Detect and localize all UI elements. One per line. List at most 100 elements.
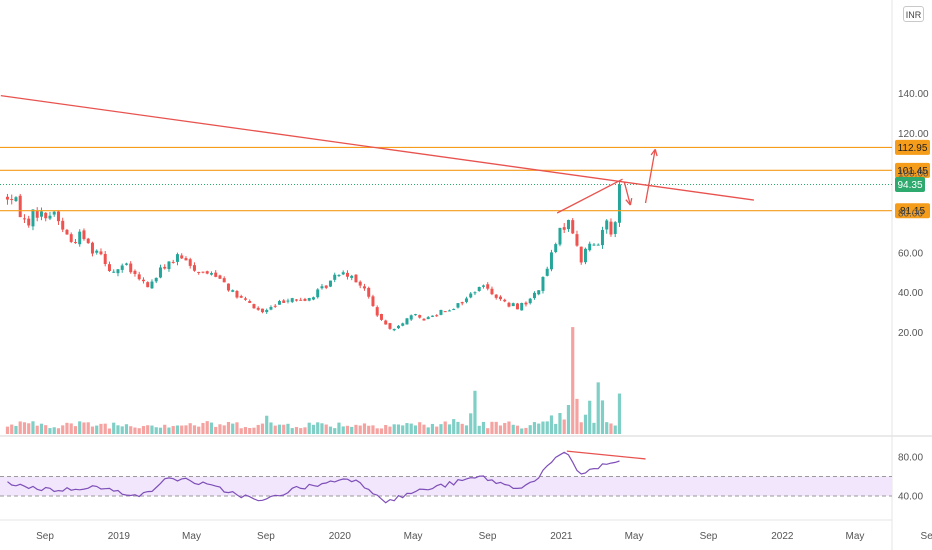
- candle-body: [120, 265, 124, 270]
- time-tick-label: Sep: [36, 531, 54, 542]
- volume-bar: [337, 422, 341, 434]
- volume-bar: [39, 423, 44, 434]
- time-tick-label: May: [182, 531, 201, 542]
- volume-bar: [375, 428, 379, 434]
- candle-body: [44, 212, 48, 219]
- volume-bar: [498, 425, 503, 434]
- volume-bar: [205, 421, 209, 434]
- volume-bar: [61, 425, 65, 434]
- candle-body: [324, 285, 328, 288]
- candle-body: [405, 318, 409, 325]
- candle-body: [600, 229, 604, 246]
- horizontal-levels[interactable]: 112.95 101.45 81.15 94.35: [0, 139, 930, 219]
- candle-body: [248, 300, 252, 303]
- current-price-label: 94.35: [897, 180, 922, 191]
- candle-body: [205, 271, 209, 274]
- volume-bar: [481, 421, 486, 434]
- volume-bar: [537, 423, 541, 434]
- candle-body: [609, 221, 613, 235]
- volume-bar: [282, 424, 286, 434]
- candle-body: [337, 274, 341, 276]
- candle-body: [35, 210, 39, 218]
- rsi-divergence-line[interactable]: [566, 450, 646, 460]
- volume-bar: [494, 421, 498, 434]
- volume-bar: [273, 425, 277, 434]
- candle-body: [243, 298, 247, 300]
- volume-bar: [154, 427, 158, 434]
- rise-line[interactable]: [556, 178, 623, 214]
- volume-bar: [596, 382, 600, 434]
- volume-bar: [235, 422, 239, 434]
- candle-body: [86, 238, 90, 244]
- candle-body: [507, 302, 511, 307]
- volume-bar: [447, 424, 452, 434]
- candle-body: [265, 309, 269, 313]
- volume-bar: [99, 423, 103, 434]
- candle-body: [545, 268, 549, 276]
- volume-bar: [14, 425, 18, 434]
- volume-bar: [418, 422, 422, 434]
- up-arrow[interactable]: [644, 149, 656, 204]
- candle-body: [141, 279, 145, 282]
- volume-bar: [583, 414, 588, 434]
- candle-body: [27, 218, 31, 226]
- time-tick-label: Sep: [479, 531, 497, 542]
- volume-bar: [566, 404, 571, 434]
- candle-body: [180, 255, 184, 259]
- candle-body: [396, 325, 400, 329]
- volume-bar: [307, 422, 311, 434]
- candle-body: [477, 287, 481, 291]
- volume-bar: [520, 428, 524, 434]
- volume-bar: [605, 422, 609, 434]
- volume-bar: [90, 426, 95, 434]
- candle-body: [371, 296, 375, 306]
- volume-bar: [137, 428, 141, 434]
- volume-bar: [401, 425, 405, 434]
- volume-bar: [579, 422, 583, 434]
- volume-bar: [197, 426, 201, 434]
- time-tick-label: May: [846, 531, 865, 542]
- volume-bar: [613, 425, 617, 434]
- down-arrow[interactable]: [623, 181, 632, 206]
- trend-lines[interactable]: [0, 94, 754, 214]
- volume-bar: [328, 426, 333, 434]
- volume-bar: [367, 425, 371, 434]
- candle-body: [452, 309, 456, 311]
- candle-body: [184, 258, 188, 261]
- candle-body: [218, 275, 222, 279]
- volume-bar: [5, 426, 10, 434]
- volume-bar: [243, 427, 248, 434]
- candle-body: [256, 307, 260, 310]
- volume-bar: [214, 426, 218, 434]
- volume-bar: [345, 425, 350, 434]
- candle-body: [290, 298, 294, 302]
- currency-badge[interactable]: INR: [903, 6, 924, 22]
- candle-body: [413, 314, 417, 316]
- volume-bar: [218, 424, 222, 434]
- volume-bar: [10, 424, 14, 434]
- candle-body: [328, 280, 332, 287]
- volume-bar: [167, 427, 171, 434]
- volume-bar: [31, 421, 35, 434]
- volume-bar: [27, 423, 31, 434]
- trend-line[interactable]: [0, 94, 754, 201]
- volume-bar: [146, 425, 150, 434]
- candle-body: [222, 278, 226, 283]
- time-tick-label: May: [404, 531, 423, 542]
- volume-bar: [354, 424, 358, 434]
- volume-bar: [320, 423, 324, 434]
- candle-body: [379, 314, 383, 320]
- candle-body: [146, 282, 150, 288]
- time-tick-label: 2021: [550, 531, 573, 542]
- volume-bar: [226, 421, 231, 434]
- volume-bar: [430, 423, 435, 434]
- candle-body: [303, 298, 307, 301]
- candle-body: [150, 281, 154, 289]
- volume-bar: [486, 428, 490, 434]
- candle-body: [443, 311, 447, 313]
- candle-body: [316, 289, 320, 298]
- volume-bar: [452, 419, 456, 434]
- volume-bar: [52, 427, 56, 434]
- volume-bar: [396, 424, 401, 434]
